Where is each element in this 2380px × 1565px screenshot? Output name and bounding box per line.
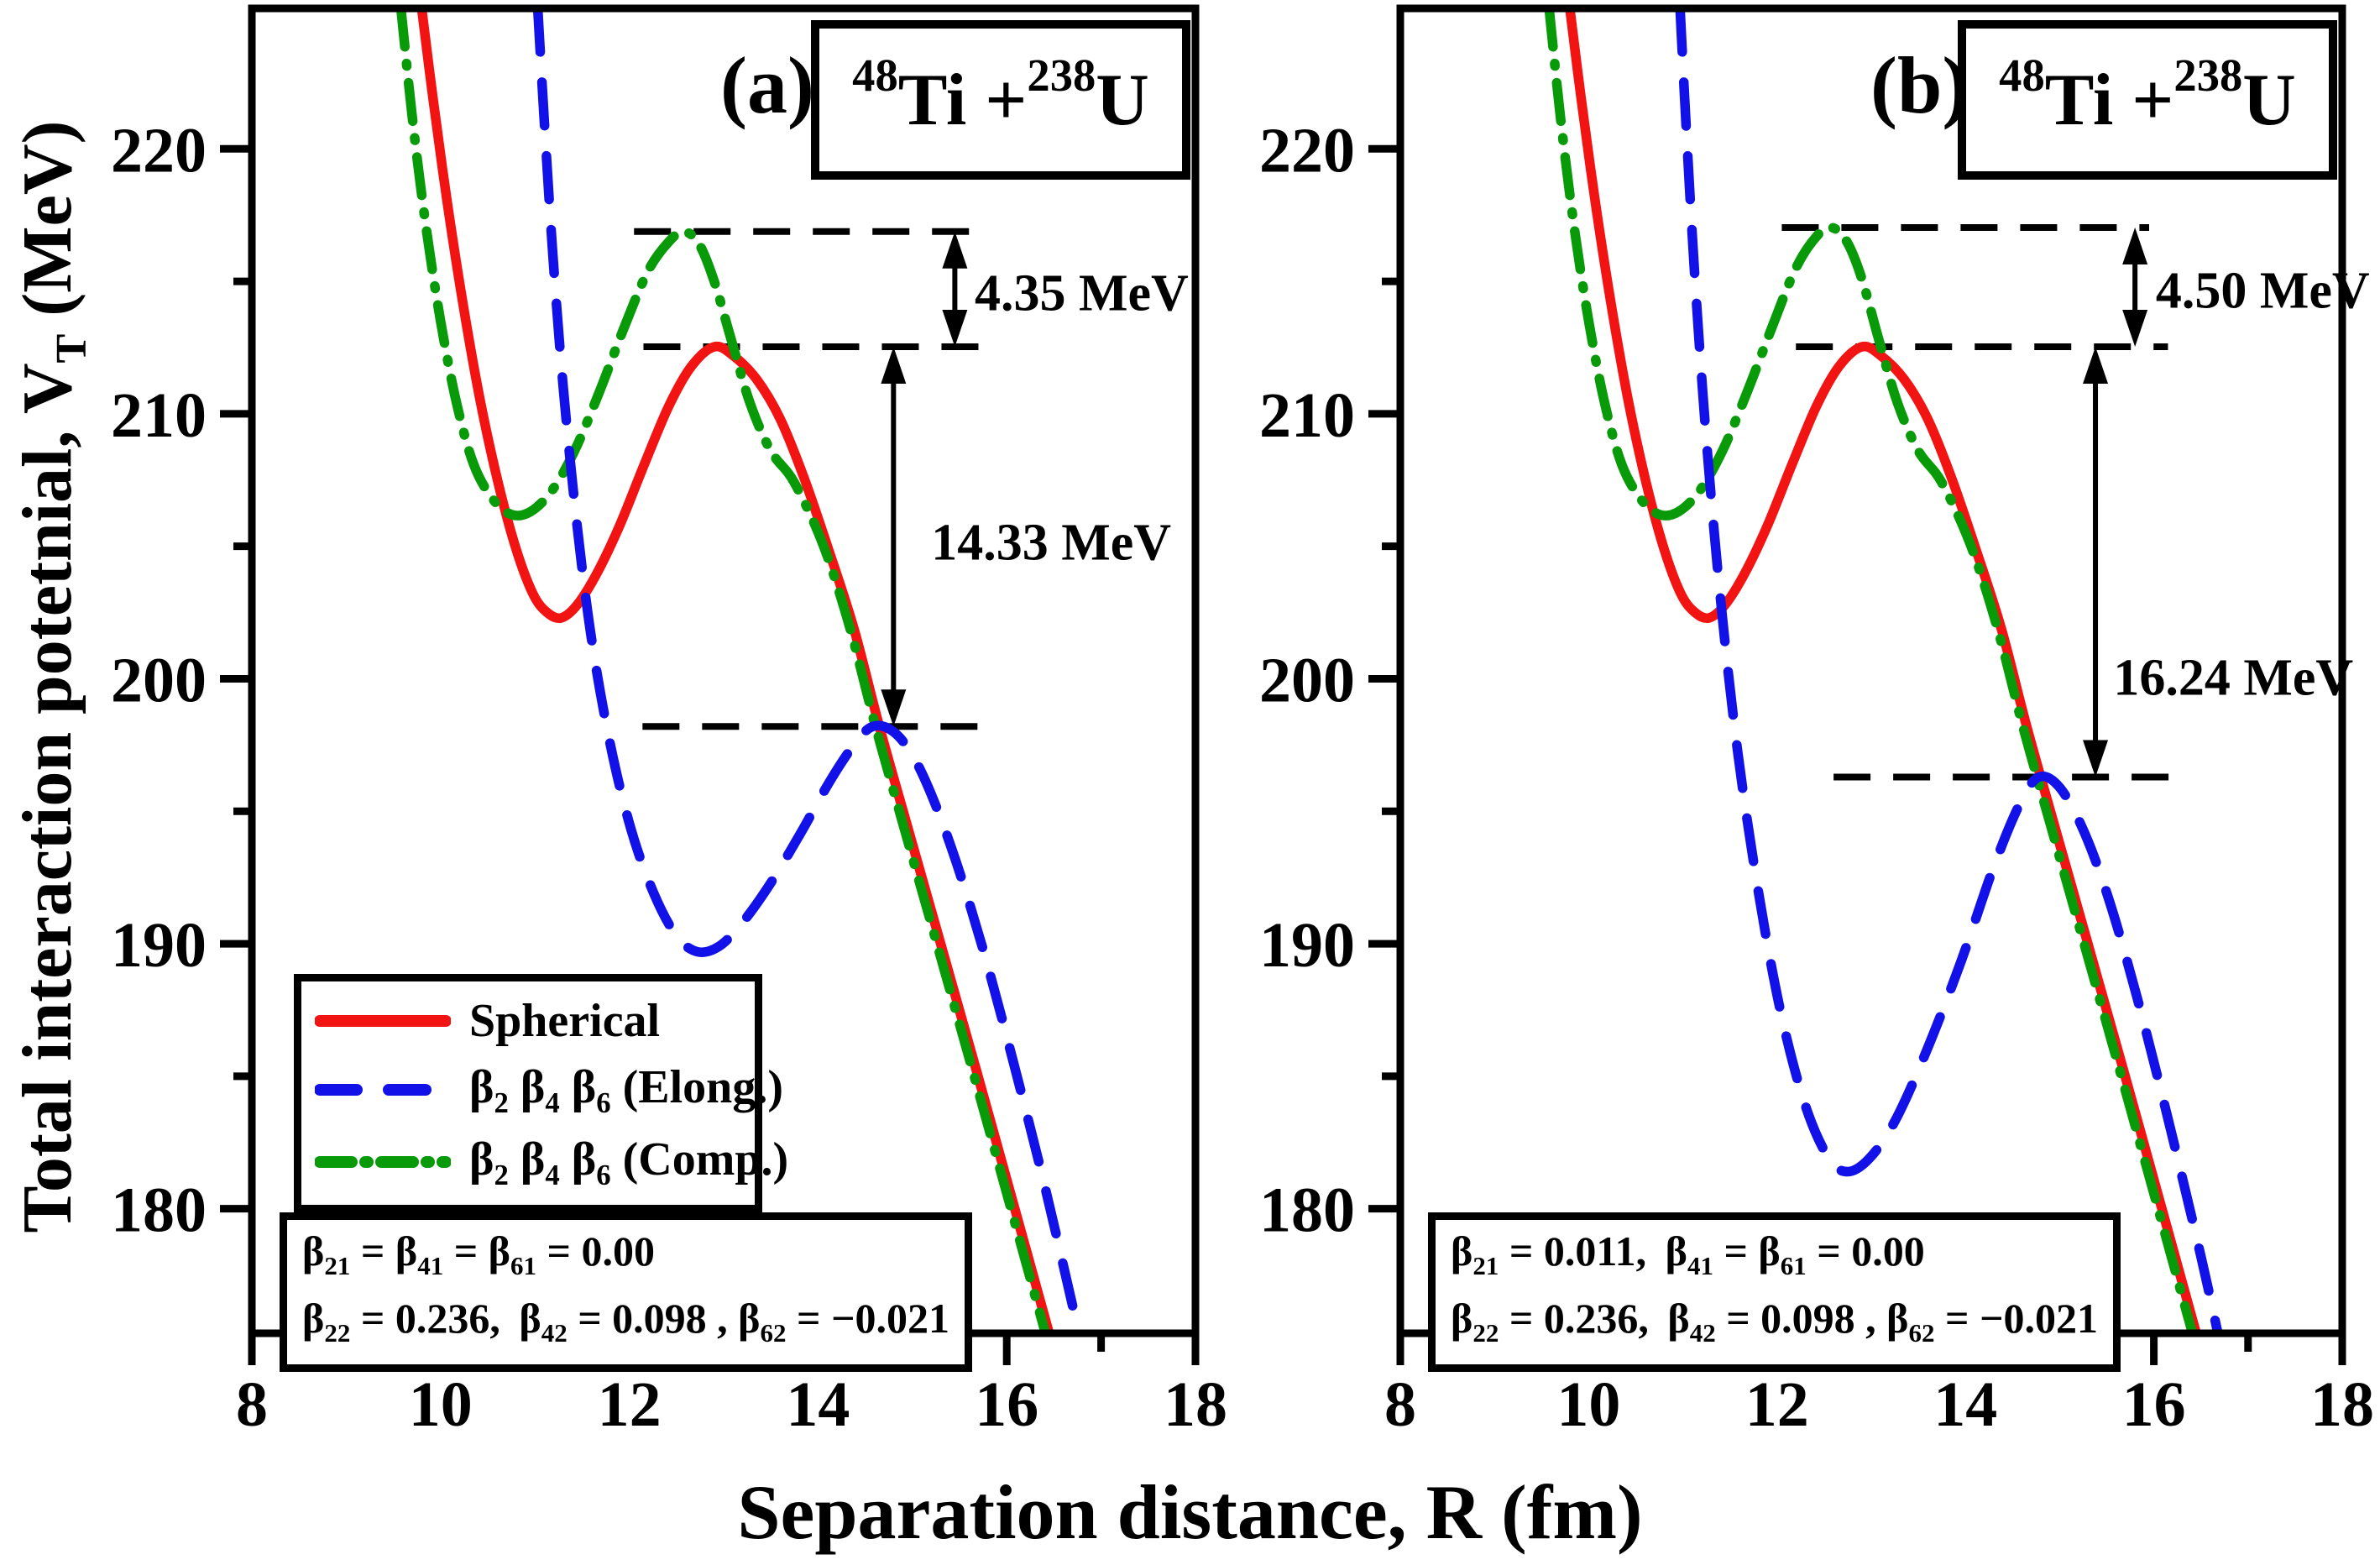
y-tick-label: 190 <box>111 910 207 981</box>
tick-labels: 8 10 12 14 16 18 220 210 200 190 180 <box>1259 115 2374 1440</box>
panel-b-tag: (b) <box>1870 40 1969 130</box>
legend-swatch-solid-icon <box>315 1015 451 1028</box>
legend-label: β2 β4 β6 (Elong.) <box>469 1060 783 1119</box>
y-tick-label: 220 <box>111 115 207 186</box>
x-tick-label: 10 <box>409 1369 473 1440</box>
measure-arrow <box>942 231 968 348</box>
deformation-params-box-a: β21 = β41 = β61 = 0.00 β22 = 0.236, β42 … <box>280 1212 973 1372</box>
curve-compact-a <box>395 8 1051 1333</box>
y-axis-title: Total interaction potetnial, VT (MeV) <box>8 120 96 1233</box>
y-tick-label: 200 <box>111 645 207 715</box>
reaction-label-b: 48 Ti + 238 U <box>1958 20 2337 180</box>
x-tick-label: 14 <box>1933 1369 1997 1440</box>
x-axis-title: Separation distance, R (fm) <box>737 1469 1643 1555</box>
y-tick-label: 220 <box>1259 115 1355 186</box>
annotation-label: 4.50 MeV <box>2156 263 2370 320</box>
panel-a: 8 10 12 14 16 18 220 210 200 190 180 4.35 MeV 14.33 … <box>111 4 1227 1440</box>
legend-label: Spherical <box>469 995 661 1048</box>
annotation-label: 16.24 MeV <box>2113 649 2353 706</box>
y-tick-label: 180 <box>1259 1175 1355 1246</box>
measure-arrow <box>881 347 907 727</box>
x-tick-label: 12 <box>598 1369 662 1440</box>
legend: Spherical β2 β4 β6 (Elong.) β2 β4 β6 (Co… <box>294 974 788 1212</box>
panel-a-tag: (a) <box>720 40 814 130</box>
curve-spherical-a <box>416 8 1054 1333</box>
legend-item-spherical: Spherical <box>315 994 748 1048</box>
x-tick-label: 18 <box>2310 1369 2374 1440</box>
measure-arrow <box>2122 228 2148 348</box>
panel-b: 8 10 12 14 16 18 220 210 200 190 180 4.50 MeV 16.24 … <box>1259 4 2374 1440</box>
legend-item-compact: β2 β4 β6 (Comp.) <box>315 1133 788 1192</box>
legend-item-elongated: β2 β4 β6 (Elong.) <box>315 1060 783 1120</box>
y-tick-label: 180 <box>111 1175 207 1246</box>
curve-compact-b <box>1544 8 2198 1333</box>
y-tick-label: 190 <box>1259 910 1355 981</box>
params-line: β21 = β41 = β61 = 0.00 <box>302 1227 656 1280</box>
tick-labels: 8 10 12 14 16 18 220 210 200 190 180 <box>111 115 1227 1440</box>
annotation-label: 4.35 MeV <box>975 265 1189 322</box>
params-line: β22 = 0.236, β42 = 0.098 , β62 = −0.021 <box>302 1295 950 1348</box>
curve-elongated-b <box>1675 8 2223 1333</box>
annotation-label: 14.33 MeV <box>931 514 1171 571</box>
x-tick-label: 10 <box>1556 1369 1620 1440</box>
deformation-params-box-b: β21 = 0.011, β41 = β61 = 0.00 β22 = 0.23… <box>1428 1212 2121 1372</box>
params-line: β21 = 0.011, β41 = β61 = 0.00 <box>1451 1227 1925 1280</box>
y-tick-label: 200 <box>1259 645 1355 715</box>
curve-elongated-a <box>532 8 1085 1333</box>
legend-swatch-dashdot-icon <box>315 1156 451 1169</box>
y-tick-label: 210 <box>1259 380 1355 451</box>
x-tick-label: 12 <box>1745 1369 1809 1440</box>
legend-label: β2 β4 β6 (Comp.) <box>469 1133 789 1191</box>
measure-arrow <box>2083 347 2109 777</box>
x-tick-label: 8 <box>1384 1369 1416 1440</box>
reaction-label-a: 48 Ti + 238 U <box>811 20 1190 180</box>
axis-ticks <box>1368 144 2346 1365</box>
x-tick-label: 18 <box>1164 1369 1227 1440</box>
x-tick-label: 16 <box>2122 1369 2186 1440</box>
x-tick-label: 14 <box>786 1369 850 1440</box>
legend-swatch-dashed-icon <box>315 1084 451 1097</box>
x-tick-label: 16 <box>975 1369 1038 1440</box>
params-line: β22 = 0.236, β42 = 0.098 , β62 = −0.021 <box>1451 1295 2099 1348</box>
curve-spherical-b <box>1565 8 2201 1333</box>
x-tick-label: 8 <box>236 1369 268 1440</box>
y-tick-label: 210 <box>111 380 207 451</box>
